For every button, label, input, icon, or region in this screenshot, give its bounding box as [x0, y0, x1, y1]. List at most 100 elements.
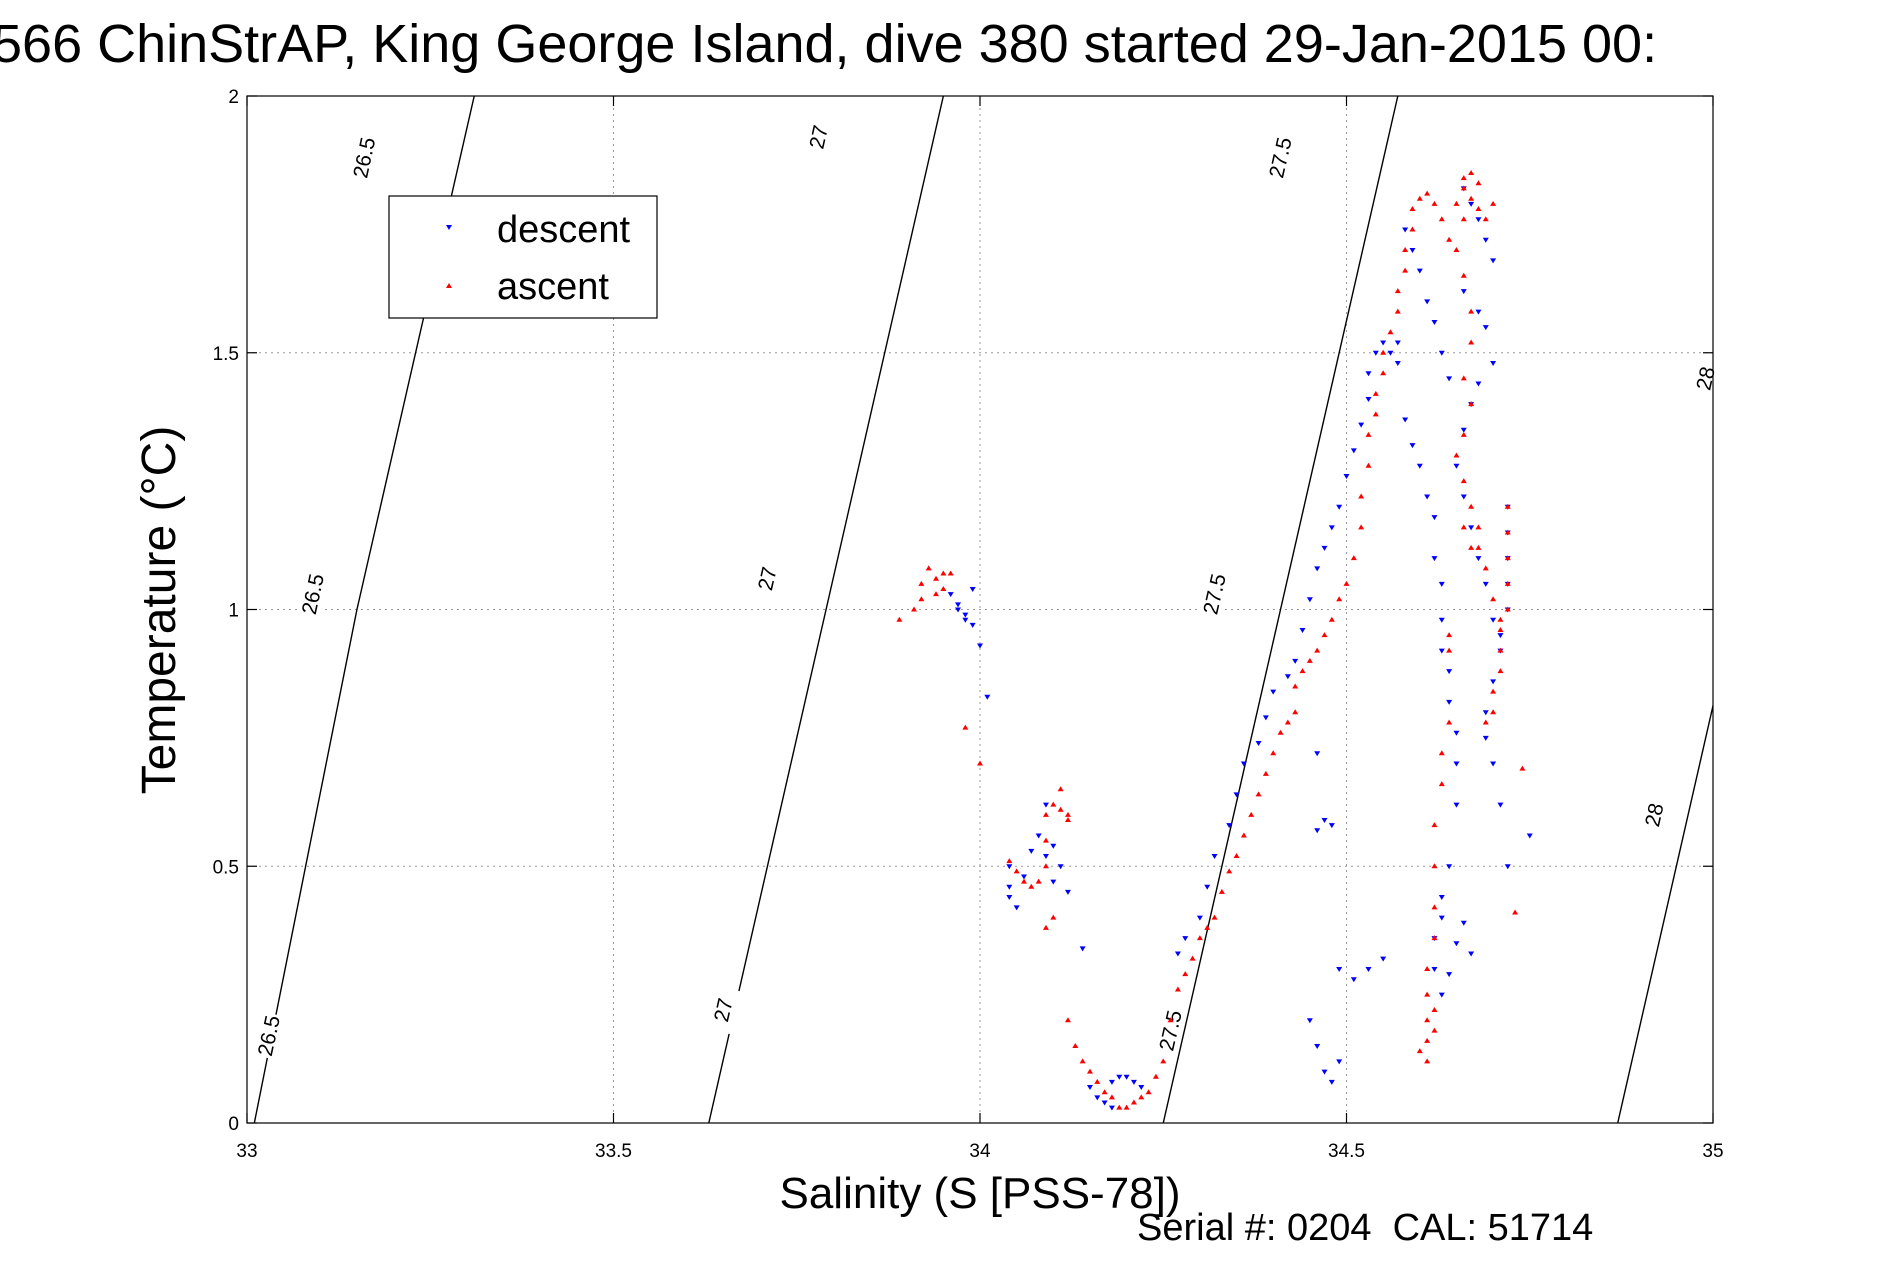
x-tick-label: 34.5 [1328, 1141, 1365, 1162]
ascent-point [1189, 955, 1196, 961]
ascent-point [1182, 971, 1189, 977]
ascent-point [1490, 200, 1497, 206]
descent-point [984, 694, 991, 700]
ascent-point [1482, 719, 1489, 725]
descent-point [1446, 972, 1453, 978]
descent-point [1050, 879, 1057, 885]
contour-label-bg [252, 1011, 286, 1060]
descent-point [1394, 340, 1401, 346]
descent-point [969, 622, 976, 628]
descent-point [1424, 494, 1431, 500]
descent-point [1086, 1085, 1093, 1091]
ascent-point [977, 760, 983, 766]
ascent-point [1460, 478, 1467, 484]
descent-point [1226, 823, 1233, 829]
descent-point [1431, 966, 1438, 972]
ascent-point [925, 565, 932, 571]
descent-point [1211, 853, 1218, 859]
descent-point [1233, 792, 1240, 798]
serial-annotation: Serial #: 0204 CAL: 51714 [1137, 1207, 1593, 1249]
ascent-point [1490, 596, 1497, 602]
ascent-point [1101, 1089, 1108, 1095]
contour-label: 27 [805, 123, 833, 151]
descent-point [1475, 309, 1482, 315]
ascent-point [1446, 236, 1453, 242]
ascent-point [1299, 668, 1306, 674]
descent-point [1468, 525, 1475, 531]
contour-label: 26.5 [349, 135, 380, 180]
y-tick-label: 2 [228, 87, 239, 108]
descent-point [1482, 735, 1489, 741]
ascent-point [1504, 555, 1511, 561]
descent-point [1438, 581, 1445, 587]
ascent-point [1358, 493, 1365, 499]
ascent-point [1504, 580, 1511, 586]
descent-point [1475, 217, 1482, 223]
contour-label: 26.5 [298, 572, 329, 617]
descent-point [1108, 1079, 1115, 1085]
ascent-point [1145, 1089, 1152, 1095]
descent-point [1292, 658, 1299, 664]
descent-point [1006, 884, 1013, 890]
ascent-point [1094, 1078, 1101, 1084]
legend-ascent-marker [446, 283, 452, 288]
ascent-point [1475, 180, 1482, 186]
ascent-point [1468, 401, 1475, 407]
ascent-point [1020, 878, 1027, 884]
descent-point [962, 617, 969, 623]
descent-point [1453, 761, 1460, 767]
contour-label-bg [1197, 569, 1232, 619]
descent-point [1321, 1069, 1328, 1075]
descent-point [1394, 361, 1401, 367]
contour-label-bg [1689, 354, 1723, 403]
ascent-point [1042, 811, 1049, 817]
ascent-point [1438, 781, 1445, 787]
ascent-point [1468, 170, 1475, 176]
ascent-point [1270, 750, 1277, 756]
ascent-point [1416, 195, 1423, 201]
descent-point [1130, 1079, 1137, 1085]
ascent-point [1028, 883, 1035, 889]
descent-point [1387, 350, 1394, 356]
descent-point [1453, 463, 1460, 469]
descent-point [1475, 556, 1482, 562]
ascent-point [1424, 965, 1431, 971]
x-tick-label: 33.5 [595, 1141, 632, 1162]
x-axis-label: Salinity (S [PSS-78]) [779, 1169, 1180, 1218]
descent-point [1284, 674, 1291, 680]
y-tick-label: 1 [228, 601, 239, 622]
ascent-point [1446, 719, 1453, 725]
descent-point [1365, 371, 1372, 377]
descent-point [1490, 679, 1497, 685]
ascent-point [933, 591, 940, 597]
descent-point [1064, 889, 1071, 895]
descent-point [1358, 422, 1365, 428]
descent-point [1138, 1085, 1145, 1091]
ascent-point [1453, 247, 1460, 253]
ascent-point [1468, 308, 1475, 314]
ascent-point [1424, 1037, 1431, 1043]
axis-ticks: 33 33.5 34 34.5 35 0 0.5 1 1.5 2 [213, 87, 1724, 1162]
descent-point [962, 612, 969, 618]
ascent-point [1460, 524, 1467, 530]
ascent-point [940, 570, 947, 576]
descent-point [1020, 874, 1027, 880]
ascent-point [1233, 852, 1240, 858]
ascent-point [1416, 1048, 1423, 1054]
descent-point [1013, 905, 1020, 911]
ascent-point [1262, 770, 1269, 776]
y-tick-label: 0 [228, 1114, 239, 1135]
ascent-point [1350, 555, 1357, 561]
descent-point [1079, 946, 1086, 952]
descent-point [1438, 895, 1445, 901]
descent-point [947, 592, 954, 598]
descent-point [1446, 669, 1453, 675]
descent-point [977, 643, 983, 649]
ascent-point [1460, 431, 1467, 437]
ascent-point [1365, 462, 1372, 468]
ascent-point [1057, 786, 1064, 792]
descent-point [1350, 448, 1357, 454]
x-tick-label: 33 [236, 1141, 257, 1162]
descent-point [1438, 617, 1445, 623]
descent-point [1490, 761, 1497, 767]
